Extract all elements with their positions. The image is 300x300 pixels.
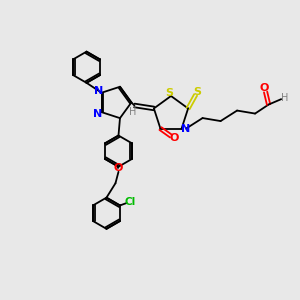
Text: S: S xyxy=(193,87,201,97)
Text: O: O xyxy=(260,83,269,93)
Text: N: N xyxy=(181,124,190,134)
Text: H: H xyxy=(129,107,137,117)
Text: Cl: Cl xyxy=(125,197,136,207)
Text: N: N xyxy=(94,86,103,96)
Text: S: S xyxy=(166,88,173,98)
Text: O: O xyxy=(169,133,178,142)
Text: H: H xyxy=(281,93,289,103)
Text: N: N xyxy=(93,109,103,118)
Text: O: O xyxy=(114,163,123,173)
